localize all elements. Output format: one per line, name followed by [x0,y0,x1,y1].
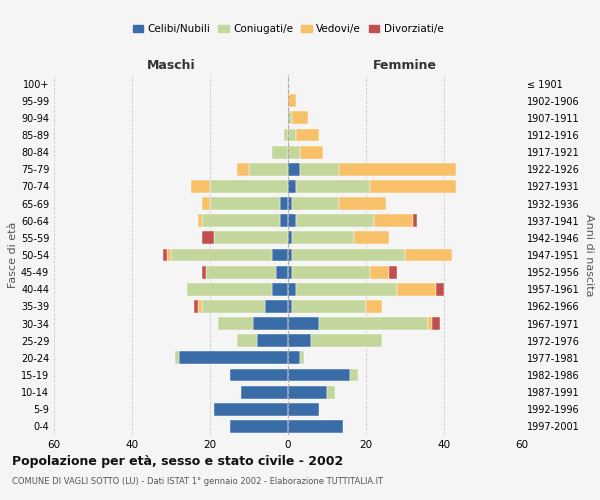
Bar [300,146,323,158]
Bar [288,232,292,244]
Bar [338,163,456,175]
Bar [206,266,277,278]
Bar [428,317,432,330]
Bar [202,266,206,278]
Bar [280,214,288,227]
Bar [214,232,288,244]
Bar [238,334,257,347]
Bar [354,232,389,244]
Bar [292,266,370,278]
Bar [179,352,288,364]
Bar [300,352,304,364]
Bar [288,128,296,141]
Y-axis label: Fasce di età: Fasce di età [8,222,18,288]
Bar [238,163,249,175]
Bar [214,403,288,415]
Bar [198,214,202,227]
Bar [288,146,300,158]
Bar [296,180,370,193]
Bar [296,128,319,141]
Bar [175,352,179,364]
Bar [288,403,319,415]
Bar [202,232,214,244]
Bar [265,300,288,313]
Bar [350,368,358,382]
Bar [288,368,350,382]
Bar [300,163,338,175]
Bar [288,112,292,124]
Bar [288,248,292,262]
Bar [389,266,397,278]
Bar [405,248,452,262]
Bar [171,248,272,262]
Bar [436,283,444,296]
Bar [210,180,288,193]
Bar [272,146,288,158]
Bar [218,317,253,330]
Bar [311,334,382,347]
Bar [194,300,198,313]
Text: COMUNE DI VAGLI SOTTO (LU) - Dati ISTAT 1° gennaio 2002 - Elaborazione TUTTITALI: COMUNE DI VAGLI SOTTO (LU) - Dati ISTAT … [12,478,383,486]
Bar [296,283,397,296]
Bar [288,214,296,227]
Bar [288,94,296,107]
Bar [366,300,382,313]
Bar [167,248,171,262]
Bar [292,197,338,210]
Bar [288,386,327,398]
Bar [292,300,366,313]
Bar [292,232,354,244]
Bar [397,283,436,296]
Bar [277,266,288,278]
Bar [288,420,343,433]
Bar [338,197,386,210]
Text: Femmine: Femmine [373,58,437,71]
Bar [288,334,311,347]
Bar [370,266,389,278]
Bar [253,317,288,330]
Bar [229,368,288,382]
Bar [257,334,288,347]
Bar [432,317,440,330]
Bar [288,266,292,278]
Bar [319,317,428,330]
Bar [327,386,335,398]
Bar [241,386,288,398]
Bar [288,300,292,313]
Bar [413,214,416,227]
Bar [272,283,288,296]
Legend: Celibi/Nubili, Coniugati/e, Vedovi/e, Divorziati/e: Celibi/Nubili, Coniugati/e, Vedovi/e, Di… [133,24,443,34]
Text: Popolazione per età, sesso e stato civile - 2002: Popolazione per età, sesso e stato civil… [12,455,343,468]
Bar [198,300,202,313]
Bar [210,197,280,210]
Bar [202,300,265,313]
Bar [288,283,296,296]
Bar [229,420,288,433]
Bar [370,180,456,193]
Bar [272,248,288,262]
Bar [202,214,280,227]
Bar [288,180,296,193]
Bar [163,248,167,262]
Bar [249,163,288,175]
Bar [288,352,300,364]
Bar [202,197,210,210]
Bar [288,163,300,175]
Bar [191,180,210,193]
Bar [296,214,374,227]
Y-axis label: Anni di nascita: Anni di nascita [584,214,593,296]
Bar [280,197,288,210]
Bar [284,128,288,141]
Bar [187,283,272,296]
Bar [292,248,405,262]
Bar [374,214,413,227]
Bar [292,112,308,124]
Bar [288,197,292,210]
Text: Maschi: Maschi [146,58,196,71]
Bar [288,317,319,330]
